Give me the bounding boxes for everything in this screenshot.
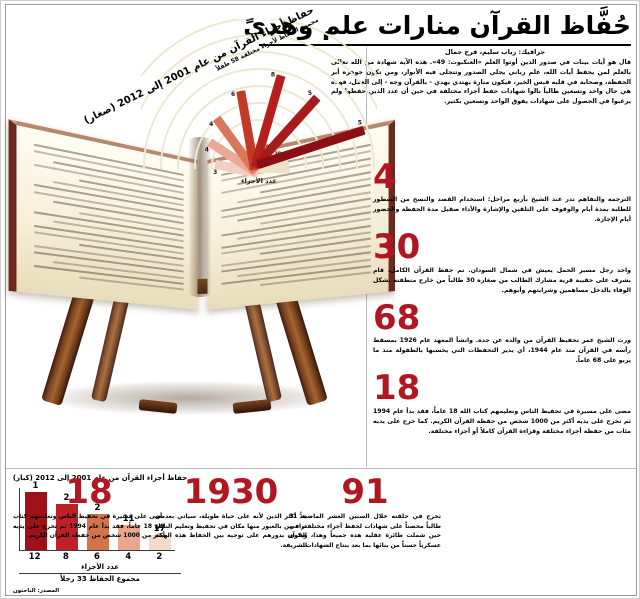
lede-paragraph: قال هو آيات بينات في صدور الذين أوتوا ال… — [331, 59, 631, 105]
fan-spoke-value: 3 — [213, 169, 218, 177]
bar — [55, 504, 78, 550]
bar-value-label: 2 — [94, 503, 101, 513]
quran-on-rehal-photo — [3, 29, 395, 469]
bar — [24, 492, 47, 550]
bottom-stat-number: 1930 — [183, 472, 279, 512]
open-quran-book — [8, 119, 395, 310]
bottom-stat-number: 91 — [341, 472, 389, 512]
bottom-stat-number: 18 — [65, 472, 113, 512]
book-spine — [189, 137, 211, 297]
bar-category-label: 6 — [94, 552, 100, 562]
bar-column: 2 — [86, 488, 109, 550]
bottom-stat-text: مضى على مسيرة في تحفيظ الناس وتعليمهم كت… — [13, 513, 165, 540]
bar-column: 2 — [55, 488, 78, 550]
bar-chart-title: حفاظ أجزاء القرآن من عام 2001 إلى 2012 (… — [12, 474, 188, 482]
bottom-strip: حفاظ أجزاء القرآن من عام 2001 إلى 2012 (… — [5, 469, 637, 596]
fan-spoke-value: 8 — [270, 71, 275, 79]
bar-chart-xlabel: عدد الأجزاء — [81, 563, 119, 571]
title-underline — [259, 44, 631, 46]
fact-text: الترجمة والتفاهم تدر عند الشيخ بأربع مرا… — [373, 196, 631, 224]
bar-chart-footer: مجموع الحفاظ 33 رجلاً — [19, 573, 181, 583]
facts-column: 4 الترجمة والتفاهم تدر عند الشيخ بأربع م… — [373, 157, 632, 443]
byline: جرافيك: رباب سليم، فرح جمال — [444, 48, 546, 56]
fan-spoke-value: 4 — [208, 121, 213, 129]
desk-shadow — [43, 381, 333, 415]
bottom-stat-text: تخرج في حلقته خلال السنين العشر الماضية … — [289, 513, 441, 549]
fan-spoke-value: 5 — [357, 119, 362, 127]
fan-chart: 1235810152030 عدد الأجزاء حفاظ أجزاء الق… — [82, 3, 399, 185]
bar-chart-categories: 12 8 6 4 2 — [19, 552, 175, 562]
fact-number: 68 — [373, 297, 421, 338]
bottom-stat-text: جدُّ أكثر الذين لأنه على حياة طويلة، سيا… — [155, 513, 307, 549]
bar — [86, 514, 109, 550]
bar-value-label: 17 — [153, 524, 166, 534]
bar-column: 1 — [24, 481, 47, 550]
bar-category-label: 8 — [62, 552, 69, 562]
fact-item: 18 مضى على مسيرة في تحفيظ الناس وتعليمهم… — [373, 368, 631, 436]
fact-item: 4 الترجمة والتفاهم تدر عند الشيخ بأربع م… — [373, 157, 631, 225]
bar — [148, 535, 171, 550]
bar-value-label: 2 — [63, 493, 70, 503]
bar — [117, 525, 140, 550]
fact-text: مضى على مسيرة في تحفيظ الناس وتعليمهم كت… — [373, 407, 631, 435]
fan-spoke-value: 6 — [230, 90, 235, 98]
fact-number: 18 — [373, 368, 421, 409]
bar-category-label: 2 — [156, 552, 163, 562]
fact-number: 30 — [373, 227, 421, 268]
fact-item: 68 ورث الشيخ عمر تحفيظ القرآن من والده ع… — [373, 297, 631, 366]
horizontal-divider — [6, 468, 636, 469]
fan-spoke-value: 4 — [204, 146, 209, 154]
fact-text: واحد رجل مسير الحمل يعيش في شمال السودان… — [373, 266, 632, 294]
bar-value-label: 11 — [122, 514, 135, 524]
bar-chart-plot: 1 2 2 11 17 — [19, 481, 175, 551]
bottom-stat: 18 مضى على مسيرة في تحفيظ الناس وتعليمهم… — [13, 475, 165, 541]
bottom-stat: 1930 جدُّ أكثر الذين لأنه على حياة طويلة… — [155, 475, 307, 550]
bar-chart-block: حفاظ أجزاء القرآن من عام 2001 إلى 2012 (… — [9, 471, 191, 591]
bar-category-label: 4 — [125, 552, 132, 562]
bar-category-label: 12 — [28, 552, 41, 562]
bar-column: 11 — [117, 488, 140, 550]
bottom-stat: 91 تخرج في حلقته خلال السنين العشر الماض… — [289, 475, 441, 550]
fact-item: 30 واحد رجل مسير الحمل يعيش في شمال السو… — [373, 227, 632, 295]
bar-value-label: 1 — [32, 481, 39, 491]
fan-hub-label: عدد الأجزاء — [241, 177, 277, 185]
fact-number: 4 — [373, 157, 397, 197]
source-credit: المصدر: الباحثون — [13, 588, 60, 594]
fan-spoke-value: 5 — [307, 89, 312, 97]
fact-text: ورث الشيخ عمر تحفيظ القرآن من والده عن ج… — [373, 337, 631, 365]
bar-column: 17 — [148, 488, 171, 550]
